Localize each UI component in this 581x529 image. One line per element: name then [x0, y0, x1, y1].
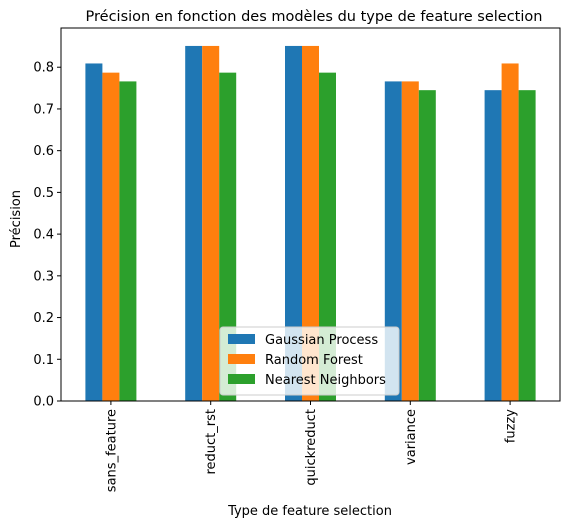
x-tick-label: fuzzy	[504, 409, 519, 443]
y-tick-label: 0.0	[33, 395, 54, 410]
chart-title: Précision en fonction des modèles du typ…	[86, 9, 543, 25]
bar-reduct_rst-0	[185, 45, 203, 402]
y-tick-label: 0.6	[33, 144, 54, 159]
bar-fuzzy-0	[484, 90, 502, 402]
x-tick-label: quickreduct	[304, 409, 319, 486]
bar-reduct_rst-1	[202, 45, 220, 402]
bar-quickreduct-1	[302, 45, 319, 402]
bar-reduct_rst-2	[219, 72, 237, 401]
legend-label: Random Forest	[265, 353, 363, 368]
legend-label: Gaussian Process	[265, 333, 378, 348]
x-tick-label: reduct_rst	[204, 409, 219, 475]
y-tick-label: 0.1	[33, 353, 54, 368]
bar-sans_feature-2	[119, 81, 137, 402]
bar-variance-1	[401, 81, 419, 402]
legend-box	[219, 326, 400, 396]
bar-sans_feature-1	[102, 72, 120, 401]
legend-swatch	[228, 374, 255, 384]
bar-variance-0	[384, 81, 402, 402]
y-tick-label: 0.7	[33, 102, 54, 117]
bar-variance-2	[418, 90, 436, 402]
x-axis-title: Type de feature selection	[227, 504, 392, 519]
legend-swatch	[228, 354, 255, 364]
y-tick-label: 0.5	[33, 186, 54, 201]
y-tick-label: 0.8	[33, 61, 54, 76]
bar-fuzzy-2	[518, 90, 536, 402]
bar-quickreduct-2	[319, 72, 336, 401]
legend: Gaussian Process Random Forest Nearest Nei…	[219, 326, 400, 396]
y-tick-label: 0.2	[33, 311, 54, 326]
y-tick-label: 0.4	[33, 228, 54, 243]
plot-area: 0.0 0.1 0.2 0.3 0.4 0.5 0.6 0.7 0.8 sans_feature r…	[33, 27, 561, 492]
legend-swatch	[228, 334, 255, 344]
y-axis-title: Précision	[9, 190, 24, 248]
bar-quickreduct-0	[285, 45, 302, 402]
x-tick-label: variance	[404, 409, 419, 465]
bar-sans_feature-0	[85, 63, 103, 402]
legend-label: Nearest Neighbors	[265, 373, 386, 388]
y-tick-label: 0.3	[33, 269, 54, 284]
x-tick-label: sans_feature	[104, 409, 119, 492]
bar-fuzzy-1	[501, 63, 519, 402]
